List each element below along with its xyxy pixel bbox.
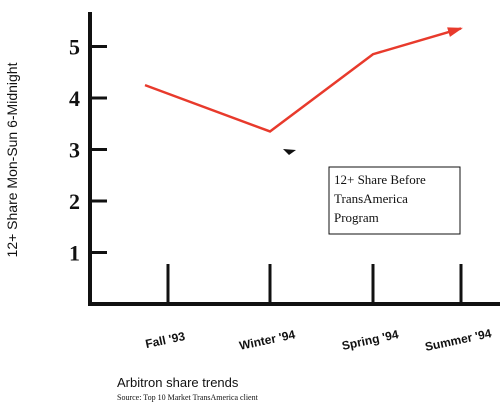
x-tick-label: Spring '94 <box>341 327 401 353</box>
y-tick-label: 3 <box>69 138 80 163</box>
series-arrowhead <box>447 27 463 37</box>
x-ticks: Fall '93 Winter '94 Spring '94 Summer '9… <box>144 264 493 354</box>
y-axis-title: 12+ Share Mon-Sun 6-Midnight <box>4 62 20 257</box>
x-tick-label: Summer '94 <box>424 326 493 354</box>
annotation-line-1: 12+ Share Before <box>334 172 426 187</box>
x-tick-label: Winter '94 <box>238 327 297 353</box>
annotation-box <box>328 166 461 235</box>
chart-caption: Arbitron share trends <box>117 375 239 390</box>
y-tick-label: 2 <box>69 189 80 214</box>
series-line <box>144 27 462 133</box>
y-ticks: 1 2 3 4 5 <box>69 35 107 266</box>
x-tick-label: Fall '93 <box>144 329 187 351</box>
y-tick-label: 1 <box>69 241 80 266</box>
annotation-line-3: Program <box>334 210 379 225</box>
y-tick-label: 4 <box>69 86 80 111</box>
small-black-marker <box>283 149 296 155</box>
annotation-line-2: TransAmerica <box>334 191 408 206</box>
chart-source: Source: Top 10 Market TransAmerica clien… <box>117 393 258 402</box>
y-tick-label: 5 <box>69 35 80 60</box>
